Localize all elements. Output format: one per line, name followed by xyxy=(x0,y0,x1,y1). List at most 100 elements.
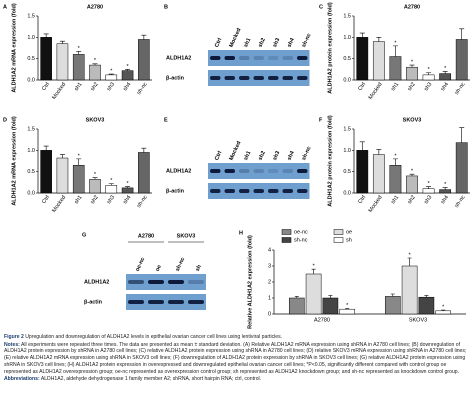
x-tick-label: sh2 xyxy=(407,82,417,93)
bar xyxy=(422,188,435,194)
lane-label: oe xyxy=(155,264,163,272)
x-tick-label: Ctrl xyxy=(41,195,51,205)
x-tick-label: sh3 xyxy=(423,82,433,93)
bar xyxy=(72,54,85,81)
panel-letter: C xyxy=(319,4,323,10)
band xyxy=(224,76,235,80)
legend-label: sh-nc xyxy=(294,237,308,243)
band xyxy=(210,189,221,193)
y-tick-label: 1.5 xyxy=(343,126,351,132)
band xyxy=(168,300,184,304)
band xyxy=(210,76,221,80)
significance-mark: * xyxy=(110,68,113,74)
bar xyxy=(121,70,134,81)
error-bar xyxy=(59,154,65,159)
bar xyxy=(401,265,418,315)
error-bar xyxy=(359,32,365,38)
error-bar xyxy=(392,158,398,166)
bar xyxy=(384,296,401,315)
error-bar xyxy=(392,45,398,57)
bar xyxy=(56,157,69,194)
figure-title: Upregulation and downregulation of ALDH1… xyxy=(25,334,283,340)
error-bar xyxy=(459,127,465,143)
error-bar xyxy=(125,69,131,71)
band xyxy=(297,169,308,173)
figure-label: Figure 2 xyxy=(4,334,24,340)
bar xyxy=(138,39,150,81)
panel-letter: A xyxy=(3,4,7,10)
error-bar xyxy=(376,149,382,155)
bar xyxy=(89,179,101,194)
bar xyxy=(105,185,118,194)
x-tick-label: sh-nc xyxy=(454,194,467,209)
error-bar xyxy=(459,28,465,40)
band xyxy=(224,56,235,60)
y-tick-label: 1 xyxy=(268,295,271,301)
band xyxy=(268,56,279,60)
lane-label: Ctrl xyxy=(214,150,224,162)
x-tick-label: sh1 xyxy=(74,82,84,93)
band xyxy=(297,56,308,60)
figure: A A2780 ALDH1A2 mRNA expression (fold) 0.0 0… xyxy=(3,2,470,329)
y-tick-label: 0.0 xyxy=(27,77,35,83)
significance-mark: * xyxy=(411,169,414,175)
significance-mark: * xyxy=(313,264,316,270)
lane-label: sh4 xyxy=(286,36,296,48)
lane-label: sh1 xyxy=(243,150,252,161)
row-label: β-actin xyxy=(166,188,185,194)
error-bar xyxy=(345,308,350,310)
bar xyxy=(455,39,468,81)
chart-title: A2780 xyxy=(87,4,103,10)
abbreviations-line: Abbreviations: ALDH1A2, aldehyde dehydro… xyxy=(4,376,470,383)
band xyxy=(282,189,293,193)
x-tick-label: sh-nc xyxy=(136,81,149,96)
x-tick-label: Ctrl xyxy=(357,195,367,205)
significance-mark: * xyxy=(127,181,130,187)
band xyxy=(282,169,293,173)
legend-swatch xyxy=(281,229,292,235)
significance-mark: * xyxy=(78,153,81,159)
y-tick-label: 0.5 xyxy=(27,56,35,62)
x-tick-label: Ctrl xyxy=(357,82,367,92)
chart-title: A2780 xyxy=(404,4,420,10)
row-label: ALDH1A2 xyxy=(166,168,191,174)
band xyxy=(268,169,279,173)
error-bar xyxy=(108,73,114,75)
chart-title: SKOV3 xyxy=(86,117,105,123)
panel-letter: F xyxy=(319,117,323,123)
error-bar xyxy=(426,72,432,75)
x-tick-label: A2780 xyxy=(314,317,330,323)
y-tick-label: 0.0 xyxy=(343,77,351,83)
y-tick-label: 0.5 xyxy=(343,56,351,62)
bar xyxy=(72,165,85,194)
y-tick-label: 1.0 xyxy=(343,35,351,41)
error-bar xyxy=(407,257,412,266)
lane-label: sh2 xyxy=(257,37,266,48)
significance-mark: * xyxy=(411,60,414,66)
band xyxy=(210,56,221,60)
band xyxy=(239,56,250,60)
bar xyxy=(40,150,52,194)
membrane xyxy=(208,163,310,179)
legend-swatch xyxy=(333,237,344,243)
band xyxy=(253,169,264,173)
abbreviations: ALDH1A2, aldehyde dehydrogenase 1 family… xyxy=(40,376,262,383)
x-tick-label: sh4 xyxy=(440,82,450,93)
band xyxy=(148,300,164,304)
panel-letter: H xyxy=(239,230,243,236)
bar xyxy=(372,41,385,81)
membrane xyxy=(126,274,206,290)
bar xyxy=(418,296,435,315)
band xyxy=(282,56,293,60)
error-bar xyxy=(390,293,395,297)
significance-mark: * xyxy=(428,181,431,187)
x-tick-label: sh1 xyxy=(390,82,400,93)
bar xyxy=(439,73,452,81)
lane-label: sh1 xyxy=(243,37,252,48)
bar xyxy=(288,297,305,315)
notes-line: Notes: All experiments were repeated thr… xyxy=(4,342,470,376)
x-tick-label: Mocked xyxy=(368,82,384,101)
x-tick-label: sh2 xyxy=(90,195,100,206)
lane-label: sh3 xyxy=(272,37,281,48)
error-bar xyxy=(441,309,446,311)
